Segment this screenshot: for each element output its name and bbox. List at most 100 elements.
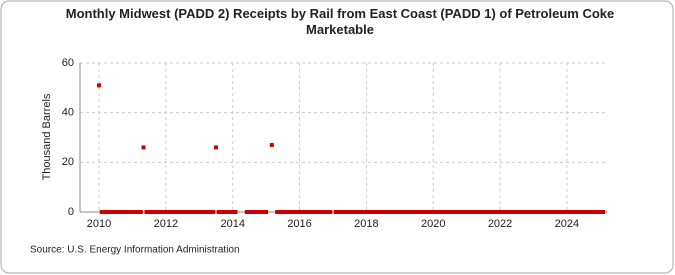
point: [130, 210, 135, 214]
point: [361, 210, 366, 214]
point: [113, 210, 118, 214]
point: [314, 210, 319, 214]
point: [461, 210, 466, 214]
point: [147, 210, 152, 214]
point: [275, 210, 280, 214]
point: [484, 210, 489, 214]
point: [542, 210, 547, 214]
point: [250, 210, 255, 214]
point: [353, 210, 358, 214]
point: [188, 210, 193, 214]
point: [375, 210, 380, 214]
point: [470, 210, 475, 214]
point: [322, 210, 327, 214]
point: [567, 210, 572, 214]
point: [573, 210, 578, 214]
point: [492, 210, 497, 214]
point: [447, 210, 452, 214]
point: [166, 210, 171, 214]
point: [228, 210, 233, 214]
point: [392, 210, 397, 214]
point: [550, 210, 555, 214]
point: [523, 210, 528, 214]
point: [138, 210, 143, 214]
point: [102, 210, 107, 214]
point: [303, 210, 308, 214]
point: [216, 210, 221, 214]
point: [286, 210, 291, 214]
point: [562, 210, 567, 214]
point: [356, 210, 361, 214]
point: [186, 210, 191, 214]
point: [367, 210, 372, 214]
point: [111, 210, 116, 214]
point: [442, 210, 447, 214]
point: [116, 210, 121, 214]
point: [316, 210, 321, 214]
x-tick-label: 2020: [421, 218, 445, 230]
point: [525, 210, 530, 214]
point: [439, 210, 444, 214]
point: [556, 210, 561, 214]
point: [294, 210, 299, 214]
point: [578, 210, 583, 214]
point: [378, 210, 383, 214]
point: [478, 210, 483, 214]
y-tick-label: 0: [68, 206, 74, 218]
point: [347, 210, 352, 214]
point: [152, 210, 157, 214]
point: [395, 210, 400, 214]
point: [97, 83, 102, 88]
point: [208, 210, 213, 214]
point: [305, 210, 310, 214]
point: [325, 210, 330, 214]
point: [403, 210, 408, 214]
point: [180, 210, 185, 214]
point: [333, 210, 338, 214]
point: [364, 210, 369, 214]
point: [233, 210, 238, 214]
point: [464, 210, 469, 214]
x-tick-label: 2012: [154, 218, 178, 230]
point: [411, 210, 416, 214]
point: [503, 210, 508, 214]
point: [531, 210, 536, 214]
point: [194, 210, 199, 214]
point: [489, 210, 494, 214]
y-axis-label: Thousand Barrels: [41, 93, 53, 180]
point: [517, 210, 522, 214]
point: [487, 210, 492, 214]
point: [545, 210, 550, 214]
point: [280, 210, 285, 214]
point: [514, 210, 519, 214]
point: [414, 210, 419, 214]
point: [342, 210, 347, 214]
point: [598, 210, 603, 214]
point: [397, 210, 402, 214]
point: [575, 210, 580, 214]
point: [592, 210, 597, 214]
x-tick-label: 2014: [220, 218, 244, 230]
point: [336, 210, 341, 214]
point: [319, 210, 324, 214]
point: [253, 210, 258, 214]
point: [534, 210, 539, 214]
point: [214, 145, 219, 150]
point: [183, 210, 188, 214]
point: [350, 210, 355, 214]
point: [289, 210, 294, 214]
point: [467, 210, 472, 214]
chart-title: Monthly Midwest (PADD 2) Receipts by Rai…: [65, 6, 615, 37]
point: [417, 210, 422, 214]
point: [520, 210, 525, 214]
x-tick-label: 2018: [354, 218, 378, 230]
point: [428, 210, 433, 214]
point: [222, 210, 227, 214]
point: [230, 210, 235, 214]
x-tick-label: 2024: [555, 218, 579, 230]
point: [202, 210, 207, 214]
point: [509, 210, 514, 214]
point: [163, 210, 168, 214]
point: [408, 210, 413, 214]
